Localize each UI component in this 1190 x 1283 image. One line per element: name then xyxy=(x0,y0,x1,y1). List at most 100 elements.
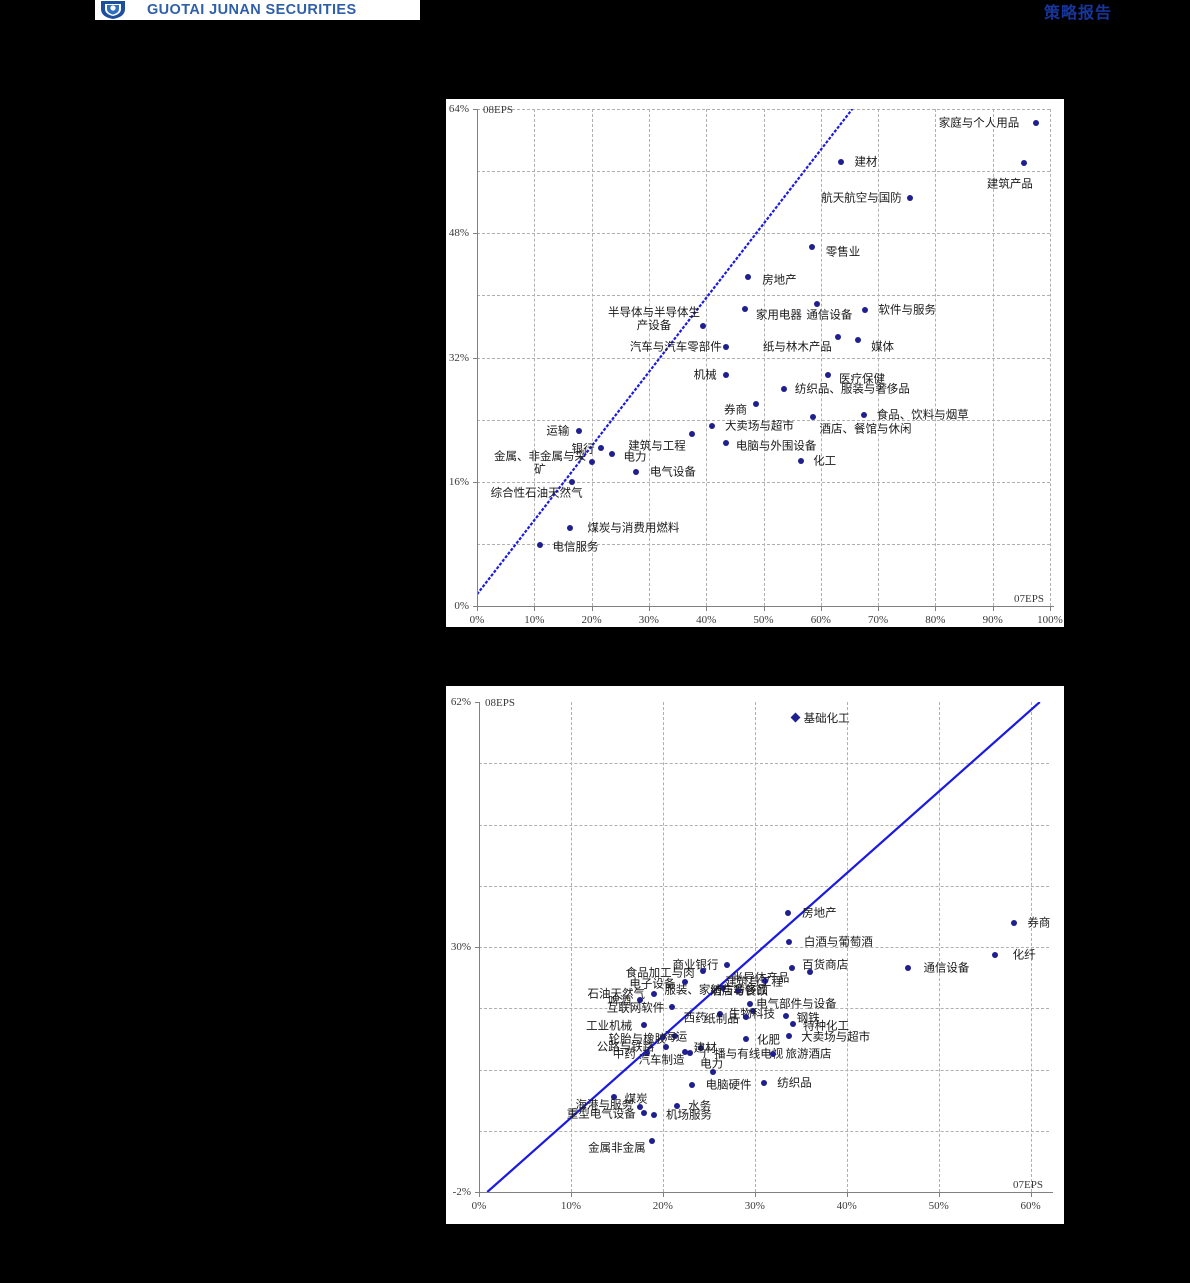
x-axis-tick xyxy=(878,606,880,611)
data-point-label: 家用电器 xyxy=(755,307,802,322)
gridline-vertical xyxy=(763,109,765,606)
x-axis-tick xyxy=(648,606,650,611)
data-point-label: 大卖场与超市 xyxy=(801,1029,871,1044)
y-axis-tick xyxy=(475,702,480,703)
data-point xyxy=(673,1103,680,1110)
data-point-label: 券商 xyxy=(724,402,748,417)
data-point-label: 旅游酒店 xyxy=(785,1046,832,1061)
data-point-label: 纺织品、服装与奢侈品 xyxy=(794,381,910,396)
data-point-label: 房地产 xyxy=(802,905,837,920)
y-axis-tick xyxy=(473,233,478,235)
data-point xyxy=(640,1022,647,1029)
data-point-label: 石油天然气 xyxy=(587,986,646,1001)
data-point xyxy=(662,1043,669,1050)
data-point-label: 重型电气设备 xyxy=(566,1106,636,1121)
data-point-label: 金属、非金属与采 矿 xyxy=(494,449,587,477)
x-axis-tick-label: 60% xyxy=(1020,1200,1041,1212)
data-point-label: 中药 xyxy=(612,1046,636,1061)
data-point xyxy=(689,430,696,437)
data-point-label: 纸与林木产品 xyxy=(762,339,832,354)
gridline-vertical xyxy=(820,109,822,606)
data-point xyxy=(687,1049,694,1056)
y-axis-tick xyxy=(475,1192,480,1193)
shield-logo-icon xyxy=(95,0,147,20)
data-point-label: 白酒与葡萄酒 xyxy=(803,934,873,949)
data-point xyxy=(785,1032,792,1039)
data-point-label: 运输 xyxy=(546,423,570,438)
data-point-label: 水务 xyxy=(688,1098,712,1113)
y-axis-tick-label: 16% xyxy=(448,475,469,488)
data-point-label: 电信服务 xyxy=(552,539,599,554)
data-point-label: 建筑与工程 xyxy=(725,974,783,989)
data-point-label: 生物科技 xyxy=(729,1006,776,1021)
x-axis-tick-label: 30% xyxy=(744,1200,765,1212)
gridline-vertical xyxy=(938,702,940,1192)
data-point xyxy=(741,306,748,313)
x-axis-tick-label: 30% xyxy=(638,614,659,626)
legend-label: 基础化工 xyxy=(803,710,850,725)
x-axis-tick-label: 20% xyxy=(652,1200,673,1212)
data-point xyxy=(608,450,615,457)
x-axis-tick-label: 70% xyxy=(868,614,889,626)
data-point xyxy=(681,979,688,986)
data-point-label: 化肥 xyxy=(757,1032,781,1047)
gridline-vertical xyxy=(754,702,756,1192)
data-point-label: 酒店、餐馆与休闲 xyxy=(819,421,912,436)
gridline-vertical xyxy=(878,109,880,606)
x-axis-tick xyxy=(1050,606,1051,611)
x-axis-tick-label: 100% xyxy=(1037,614,1063,626)
gridline-vertical xyxy=(935,109,937,606)
data-point xyxy=(1011,919,1018,926)
data-point-label: 煤炭与消费用燃料 xyxy=(587,520,680,535)
data-point xyxy=(784,910,791,917)
data-point xyxy=(991,951,998,958)
data-point xyxy=(566,525,573,532)
x-axis-tick-label: 60% xyxy=(810,614,831,626)
data-point-label: 通信设备 xyxy=(806,307,853,322)
data-point-label: 金属非金属 xyxy=(588,1140,646,1155)
data-point xyxy=(669,1004,676,1011)
x-axis-tick xyxy=(591,606,593,611)
data-point xyxy=(855,337,862,344)
data-point xyxy=(747,1000,754,1007)
y-axis-tick-label: 48% xyxy=(448,227,469,240)
x-axis-tick xyxy=(820,606,822,611)
data-point-label: 建筑产品 xyxy=(986,176,1033,191)
y-axis-tick xyxy=(475,947,480,948)
chart-legend: 基础化工 xyxy=(790,710,850,726)
gridline-horizontal xyxy=(479,1069,1049,1071)
data-point-label: 轮胎与橡胶 xyxy=(608,1031,667,1046)
data-point xyxy=(636,996,643,1003)
x-axis-line xyxy=(477,606,1054,607)
data-point-label: 钢铁 xyxy=(796,1010,820,1025)
data-point xyxy=(537,542,544,549)
x-axis-tick xyxy=(662,1192,664,1197)
y-axis-tick xyxy=(473,109,478,110)
data-point-label: 电力 xyxy=(623,449,647,464)
x-axis-tick-label: 40% xyxy=(696,614,717,626)
data-point-label: 纺织品 xyxy=(777,1075,812,1090)
data-point-label: 电脑与外围设备 xyxy=(735,438,817,453)
x-axis-tick-label: 80% xyxy=(925,614,946,626)
data-point xyxy=(862,307,869,314)
data-point-label: 煤炭 xyxy=(624,1091,648,1106)
data-point-label: 汽车制造 xyxy=(638,1052,685,1067)
y-axis-tick-label: 64% xyxy=(448,103,469,115)
x-axis-tick xyxy=(754,1192,756,1197)
data-point xyxy=(742,1014,749,1021)
data-point xyxy=(650,1111,657,1118)
data-point-label: 大卖场与超市 xyxy=(724,418,794,433)
data-point xyxy=(716,1011,723,1018)
data-point-label: 化工 xyxy=(813,453,837,468)
data-point xyxy=(825,372,832,379)
data-point-label: 建筑与工程 xyxy=(628,438,686,453)
data-point xyxy=(783,1012,790,1019)
data-point-label: 汽车与汽车零部件 xyxy=(629,339,722,354)
data-point xyxy=(650,990,657,997)
data-point xyxy=(640,1110,647,1117)
x-axis-tick-label: 90% xyxy=(982,614,1003,626)
data-point-label: 服装、家纺与奢侈品 xyxy=(664,982,768,997)
data-point xyxy=(724,962,731,969)
data-point xyxy=(633,468,640,475)
data-point-label: 化纤 xyxy=(1012,947,1036,962)
